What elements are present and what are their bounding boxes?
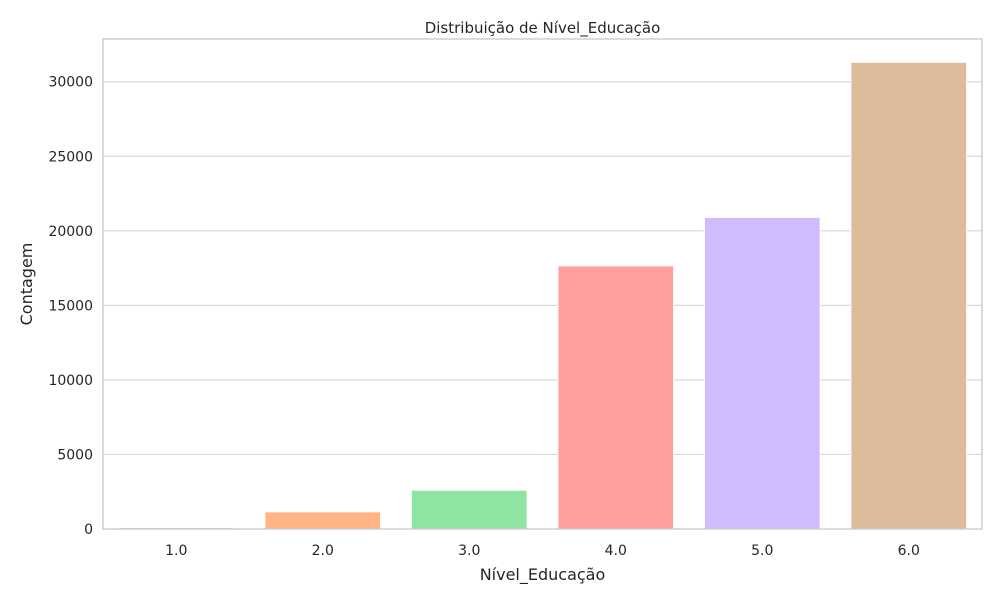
- chart-title: Distribuição de Nível_Educação: [425, 19, 661, 38]
- x-tick-label: 2.0: [312, 543, 334, 559]
- plot-frame: [102, 38, 983, 530]
- x-tick-label: 3.0: [458, 543, 480, 559]
- x-tick-labels: 1.0 2.0 3.0 4.0 5.0 6.0: [165, 543, 920, 559]
- x-tick-label: 4.0: [605, 543, 627, 559]
- y-tick-label: 25000: [48, 149, 93, 165]
- bar-4-0: [557, 265, 675, 530]
- bar-6-0: [850, 61, 968, 530]
- bar-5-0: [703, 216, 821, 530]
- x-tick-label: 1.0: [165, 543, 187, 559]
- y-tick-label: 20000: [48, 224, 93, 240]
- x-tick-label: 5.0: [751, 543, 773, 559]
- bar-3-0: [410, 489, 528, 530]
- y-axis-label: Contagem: [17, 243, 36, 326]
- gridlines: [103, 81, 982, 456]
- y-tick-label: 30000: [48, 75, 93, 91]
- y-tick-label: 5000: [57, 447, 93, 463]
- bar-2-0: [264, 511, 382, 530]
- y-tick-label: 0: [84, 522, 93, 538]
- y-tick-labels: 0 5000 10000 15000 20000 25000 30000: [48, 75, 93, 538]
- x-axis-label: Nível_Educação: [480, 565, 606, 585]
- y-tick-label: 15000: [48, 298, 93, 314]
- bars: [117, 61, 968, 530]
- y-tick-label: 10000: [48, 373, 93, 389]
- x-tick-label: 6.0: [898, 543, 920, 559]
